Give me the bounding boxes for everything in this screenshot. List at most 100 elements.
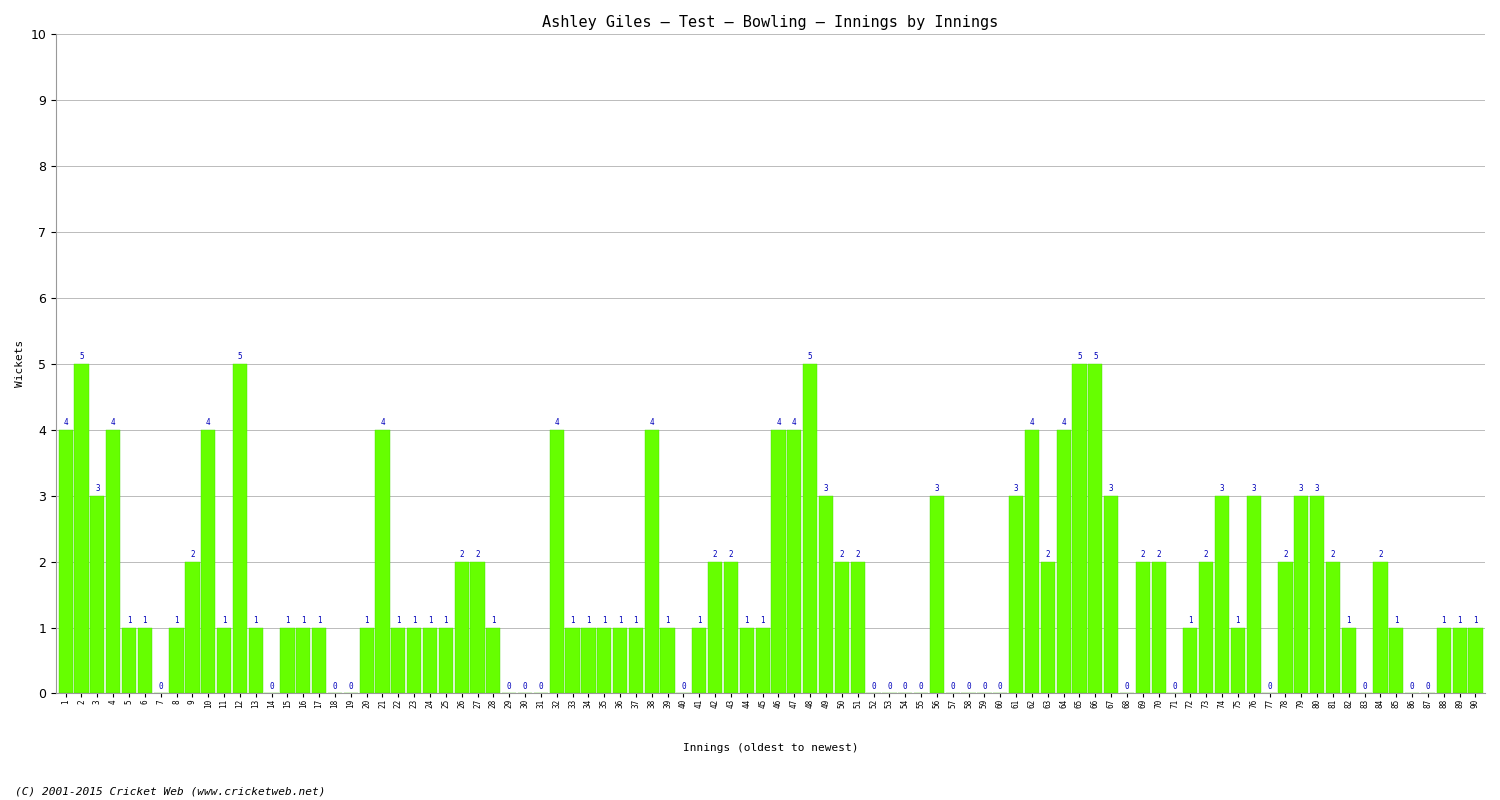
Text: 0: 0: [871, 682, 876, 691]
Text: 1: 1: [126, 616, 132, 625]
Text: 4: 4: [206, 418, 210, 427]
Text: 0: 0: [507, 682, 512, 691]
Bar: [1056, 430, 1071, 694]
Y-axis label: Wickets: Wickets: [15, 340, 26, 387]
Text: 1: 1: [142, 616, 147, 625]
Bar: [645, 430, 658, 694]
Text: 1: 1: [586, 616, 591, 625]
Bar: [850, 562, 865, 694]
Text: 0: 0: [538, 682, 543, 691]
Bar: [1468, 627, 1482, 694]
Text: 0: 0: [982, 682, 987, 691]
Bar: [1184, 627, 1197, 694]
Bar: [1294, 496, 1308, 694]
Text: 2: 2: [1204, 550, 1209, 559]
Bar: [771, 430, 786, 694]
Bar: [312, 627, 326, 694]
Text: 0: 0: [951, 682, 956, 691]
Text: 0: 0: [159, 682, 164, 691]
Text: 0: 0: [681, 682, 686, 691]
Text: 1: 1: [222, 616, 226, 625]
Text: 2: 2: [712, 550, 717, 559]
Bar: [201, 430, 216, 694]
Bar: [186, 562, 200, 694]
Bar: [438, 627, 453, 694]
Bar: [1232, 627, 1245, 694]
Text: 0: 0: [903, 682, 908, 691]
Bar: [1278, 562, 1293, 694]
Bar: [1104, 496, 1119, 694]
Text: 2: 2: [840, 550, 844, 559]
Bar: [692, 627, 706, 694]
Text: 4: 4: [63, 418, 68, 427]
Text: 2: 2: [1156, 550, 1161, 559]
Bar: [1198, 562, 1214, 694]
Bar: [486, 627, 501, 694]
Text: 4: 4: [555, 418, 560, 427]
Text: 0: 0: [1425, 682, 1431, 691]
Bar: [628, 627, 644, 694]
Bar: [566, 627, 579, 694]
Text: 1: 1: [1458, 616, 1462, 625]
Bar: [90, 496, 105, 694]
Text: 1: 1: [1236, 616, 1240, 625]
Text: 0: 0: [1172, 682, 1178, 691]
Text: 1: 1: [1188, 616, 1192, 625]
Bar: [280, 627, 294, 694]
Text: 1: 1: [254, 616, 258, 625]
Text: 1: 1: [1394, 616, 1398, 625]
Bar: [249, 627, 262, 694]
Text: 3: 3: [824, 484, 828, 493]
Bar: [106, 430, 120, 694]
Bar: [75, 364, 88, 694]
Text: 4: 4: [380, 418, 386, 427]
Text: 0: 0: [1125, 682, 1130, 691]
Text: 4: 4: [650, 418, 654, 427]
Text: 0: 0: [348, 682, 352, 691]
Text: 3: 3: [1251, 484, 1256, 493]
Bar: [217, 627, 231, 694]
Bar: [819, 496, 833, 694]
Text: 1: 1: [570, 616, 574, 625]
Text: 0: 0: [522, 682, 528, 691]
Bar: [454, 562, 470, 694]
Text: 5: 5: [80, 352, 84, 361]
Text: 5: 5: [1094, 352, 1098, 361]
Text: 3: 3: [1014, 484, 1019, 493]
Text: 0: 0: [920, 682, 924, 691]
Bar: [1010, 496, 1023, 694]
Bar: [1136, 562, 1150, 694]
Text: 0: 0: [886, 682, 891, 691]
Bar: [788, 430, 801, 694]
Bar: [1072, 364, 1086, 694]
Bar: [232, 364, 248, 694]
Bar: [375, 430, 390, 694]
Text: 2: 2: [1046, 550, 1050, 559]
Text: 2: 2: [855, 550, 859, 559]
Text: 5: 5: [808, 352, 813, 361]
Text: 2: 2: [459, 550, 464, 559]
Bar: [1024, 430, 1039, 694]
Bar: [1341, 627, 1356, 694]
Bar: [1246, 496, 1262, 694]
Bar: [834, 562, 849, 694]
Text: 1: 1: [285, 616, 290, 625]
Bar: [170, 627, 183, 694]
Bar: [138, 627, 152, 694]
Bar: [1389, 627, 1404, 694]
Text: 2: 2: [1140, 550, 1144, 559]
Bar: [296, 627, 310, 694]
Text: 3: 3: [1316, 484, 1320, 493]
X-axis label: Innings (oldest to newest): Innings (oldest to newest): [682, 743, 858, 753]
Text: 2: 2: [1378, 550, 1383, 559]
Bar: [708, 562, 723, 694]
Text: 1: 1: [316, 616, 321, 625]
Text: 5: 5: [237, 352, 242, 361]
Text: 1: 1: [666, 616, 670, 625]
Bar: [360, 627, 374, 694]
Text: 1: 1: [427, 616, 432, 625]
Text: 1: 1: [364, 616, 369, 625]
Bar: [1215, 496, 1228, 694]
Text: 3: 3: [1299, 484, 1304, 493]
Text: 1: 1: [744, 616, 748, 625]
